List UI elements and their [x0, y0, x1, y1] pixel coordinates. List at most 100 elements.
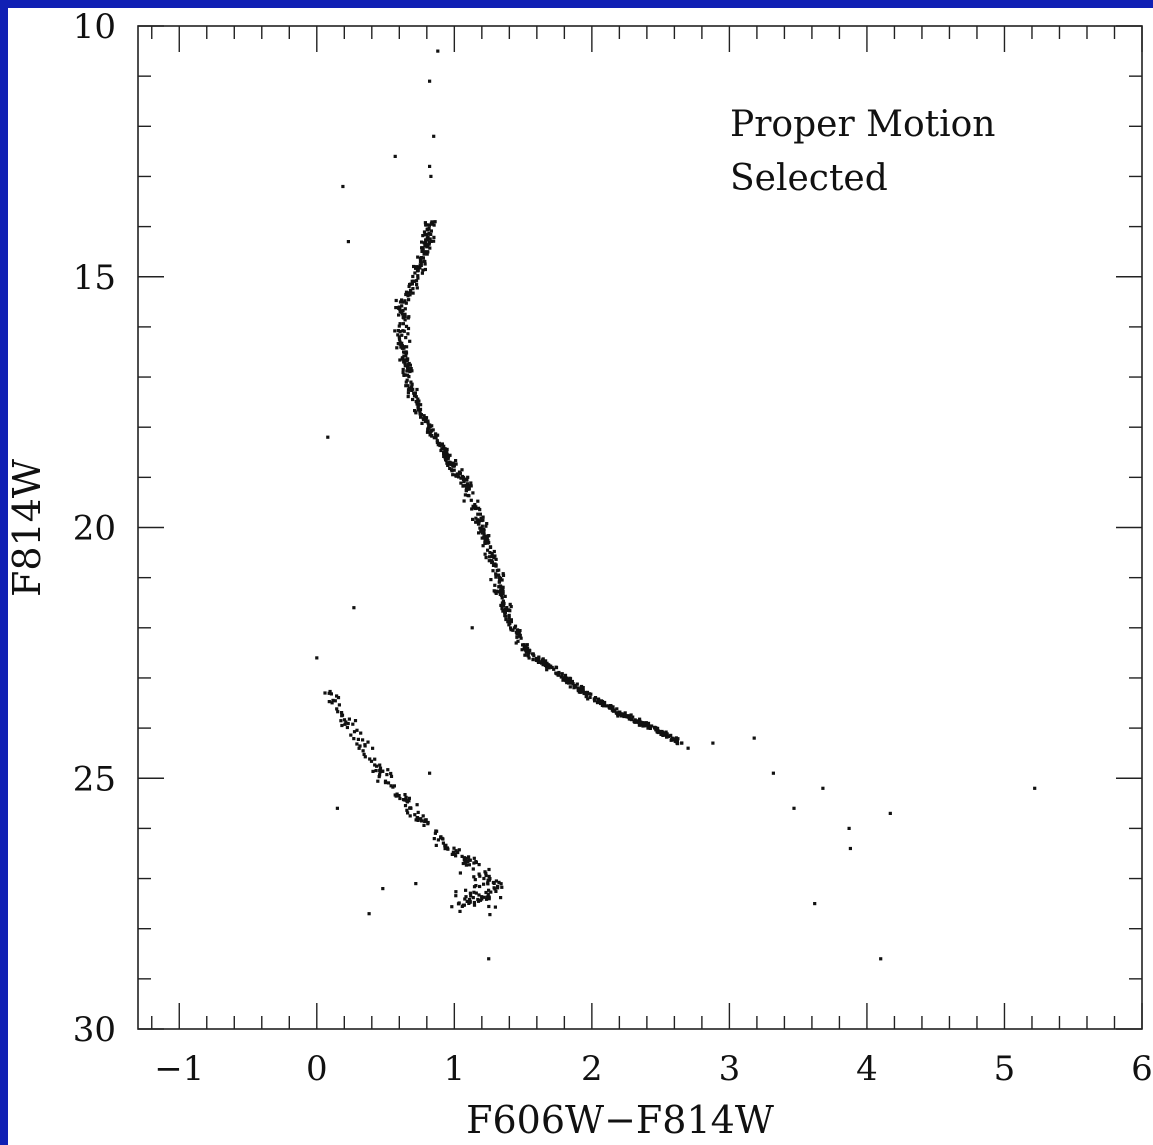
data-point: [474, 516, 478, 520]
data-point: [454, 854, 458, 858]
chart-canvas: −1 0 1 2 3 4 5 6 10 15 20 25 30 F606W−F814W F814W P…: [8, 8, 1153, 1145]
data-point: [452, 463, 456, 467]
data-point: [617, 711, 621, 715]
data-point: [431, 428, 435, 432]
data-point: [408, 806, 412, 810]
data-point: [517, 631, 521, 635]
data-point: [424, 238, 428, 242]
data-point: [406, 811, 410, 815]
data-point: [526, 652, 530, 656]
data-point: [406, 332, 410, 336]
data-point: [454, 462, 458, 466]
data-point: [487, 555, 492, 559]
data-point: [879, 957, 883, 961]
data-point: [398, 796, 402, 801]
data-point: [403, 307, 407, 311]
data-point: [444, 449, 448, 453]
data-point: [429, 232, 433, 236]
data-point: [430, 433, 434, 438]
data-point: [446, 463, 450, 467]
data-point: [584, 695, 588, 699]
data-point: [429, 174, 433, 178]
data-point: [419, 263, 423, 267]
data-point: [432, 223, 436, 227]
data-point: [483, 538, 487, 542]
data-point: [468, 891, 472, 895]
y-axis-title: F814W: [8, 459, 49, 597]
data-point: [395, 792, 399, 796]
data-point: [444, 458, 448, 462]
data-point: [474, 891, 478, 895]
data-point: [355, 742, 359, 746]
data-point: [330, 701, 334, 705]
data-point: [406, 373, 410, 377]
data-point: [414, 818, 418, 822]
data-point: [450, 469, 454, 473]
data-point: [415, 400, 419, 405]
data-point: [473, 506, 477, 511]
data-point: [428, 430, 433, 434]
data-point: [404, 796, 408, 800]
data-point: [420, 249, 424, 253]
data-point: [637, 720, 641, 725]
data-point: [383, 779, 388, 783]
data-point: [581, 686, 585, 690]
data-point: [537, 660, 541, 664]
data-point: [400, 304, 404, 308]
data-point: [847, 826, 851, 830]
data-point: [488, 913, 492, 917]
y-tick-labels: 10 15 20 25 30: [73, 8, 116, 1050]
data-point: [400, 310, 404, 314]
data-point: [599, 701, 603, 706]
data-point: [335, 707, 339, 711]
data-point: [473, 503, 477, 507]
data-point: [426, 235, 430, 239]
data-point: [428, 246, 432, 250]
data-point: [337, 703, 341, 707]
data-point: [474, 505, 478, 509]
data-point: [398, 330, 402, 334]
data-point: [406, 294, 410, 298]
data-point: [486, 541, 490, 545]
data-point: [507, 608, 511, 612]
data-point: [452, 846, 456, 850]
data-point: [361, 738, 365, 742]
data-point: [340, 711, 344, 715]
x-axis-title: F606W−F814W: [466, 1098, 774, 1142]
data-point: [401, 367, 405, 372]
y-tick-label: 30: [73, 1010, 116, 1050]
data-point: [439, 443, 443, 447]
data-point: [402, 350, 406, 354]
data-point: [556, 673, 560, 677]
data-point: [515, 635, 519, 639]
data-point: [490, 560, 494, 564]
data-point: [476, 897, 480, 902]
data-point: [568, 676, 572, 680]
data-point: [586, 697, 590, 701]
data-point: [524, 644, 528, 648]
data-point: [674, 736, 678, 740]
data-point: [405, 799, 409, 803]
data-point: [457, 848, 461, 852]
data-point: [401, 322, 405, 326]
data-point: [406, 395, 410, 399]
data-point: [462, 480, 466, 484]
data-point: [544, 659, 548, 663]
data-point: [405, 345, 409, 349]
data-point: [588, 695, 592, 699]
data-point: [532, 654, 536, 658]
data-point: [457, 901, 461, 905]
data-point: [1033, 786, 1037, 790]
data-point: [675, 738, 679, 742]
data-point: [421, 268, 425, 272]
data-point: [436, 49, 440, 53]
data-point: [531, 658, 535, 662]
data-point: [352, 737, 356, 741]
data-point: [422, 417, 426, 422]
data-point: [482, 882, 486, 886]
data-point: [366, 740, 370, 744]
data-point: [409, 367, 413, 371]
data-point: [416, 397, 420, 401]
data-point: [492, 556, 496, 560]
data-point: [463, 897, 467, 901]
